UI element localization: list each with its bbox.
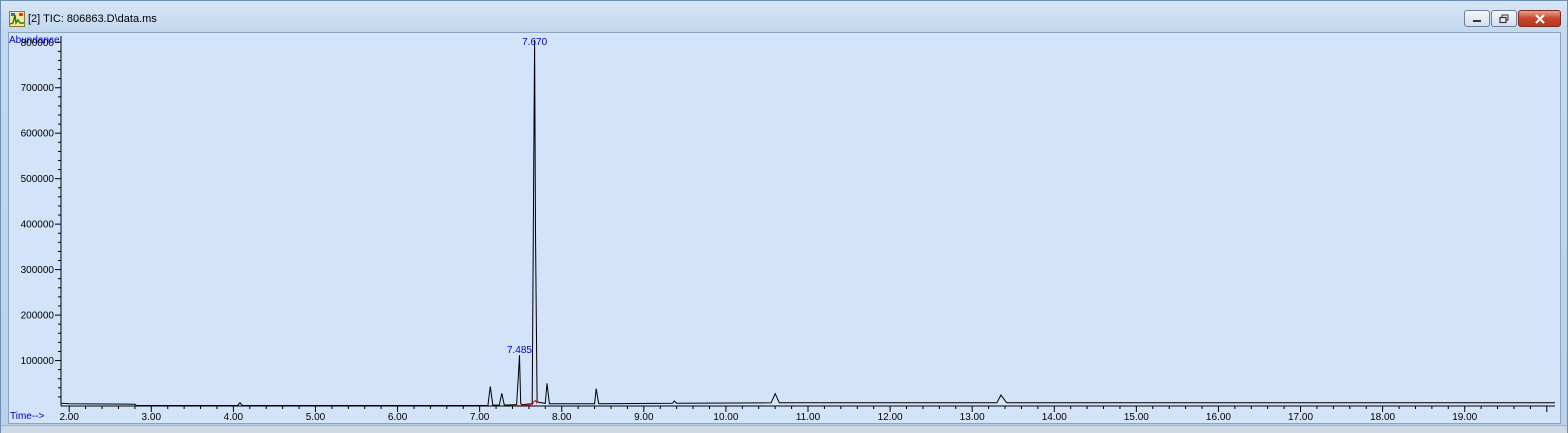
- x-tick-label: 8.00: [552, 412, 572, 423]
- x-tick-label: 10.00: [713, 412, 738, 423]
- window-bottom-border: [1, 425, 1567, 433]
- y-axis-ticks: 100000 200000 300000 400000 500000 600000 7000…: [21, 38, 61, 398]
- y-tick-label: 300000: [21, 265, 55, 276]
- x-tick-label: 12.00: [878, 412, 903, 423]
- x-tick-label: 4.00: [224, 412, 244, 423]
- y-tick-label: 100000: [21, 356, 55, 367]
- y-tick-label: 800000: [21, 38, 55, 49]
- close-button[interactable]: [1518, 10, 1561, 27]
- x-tick-label: 2.00: [59, 412, 79, 423]
- x-tick-label: 5.00: [306, 412, 326, 423]
- x-tick-label: 6.00: [388, 412, 408, 423]
- x-tick-label: 16.00: [1206, 412, 1231, 423]
- y-tick-label: 500000: [21, 174, 55, 185]
- x-tick-label: 17.00: [1288, 412, 1313, 423]
- peak-labels: 7.670 7.485: [507, 37, 548, 356]
- tic-chromatogram-chart: Abundance Time--> 100000 200000 300000 4000…: [9, 35, 1555, 423]
- x-tick-label: 15.00: [1124, 412, 1149, 423]
- x-tick-label: 19.00: [1452, 412, 1477, 423]
- x-axis-ticks: 2.00 3.00 4.00 5.00 6.00 7.00 8.00 9.00 10.00 11.…: [59, 406, 1548, 423]
- x-tick-label: 18.00: [1370, 412, 1395, 423]
- x-tick-label: 9.00: [634, 412, 654, 423]
- y-tick-label: 600000: [21, 129, 55, 140]
- window-title: [2] TIC: 806863.D\data.ms: [28, 13, 157, 25]
- y-tick-label: 200000: [21, 311, 55, 322]
- x-tick-label: 3.00: [142, 412, 162, 423]
- window-controls: [1463, 10, 1561, 28]
- chromatogram-plot-area[interactable]: Abundance Time--> 100000 200000 300000 4000…: [8, 32, 1561, 424]
- title-bar[interactable]: [2] TIC: 806863.D\data.ms: [1, 1, 1567, 31]
- x-tick-label: 7.00: [470, 412, 490, 423]
- x-tick-label: 11.00: [796, 412, 821, 423]
- chromatogram-app-icon: [9, 11, 25, 27]
- y-tick-label: 400000: [21, 220, 55, 231]
- x-tick-label: 14.00: [1042, 412, 1067, 423]
- x-tick-label: 13.00: [960, 412, 985, 423]
- y-tick-label: 700000: [21, 83, 55, 94]
- tic-trace-line: [60, 39, 1555, 406]
- restore-icon: [1499, 14, 1509, 23]
- minimize-icon: [1473, 19, 1481, 22]
- peak-label: 7.485: [507, 345, 532, 356]
- close-icon: [1534, 13, 1545, 24]
- restore-button[interactable]: [1491, 10, 1517, 27]
- x-axis-label: Time-->: [10, 411, 45, 422]
- minimize-button[interactable]: [1464, 10, 1490, 27]
- y-axis-label: Abundance: [9, 35, 60, 46]
- series-layer: [60, 39, 1555, 406]
- integration-baseline-line: [516, 399, 538, 406]
- peak-label: 7.670: [522, 37, 547, 48]
